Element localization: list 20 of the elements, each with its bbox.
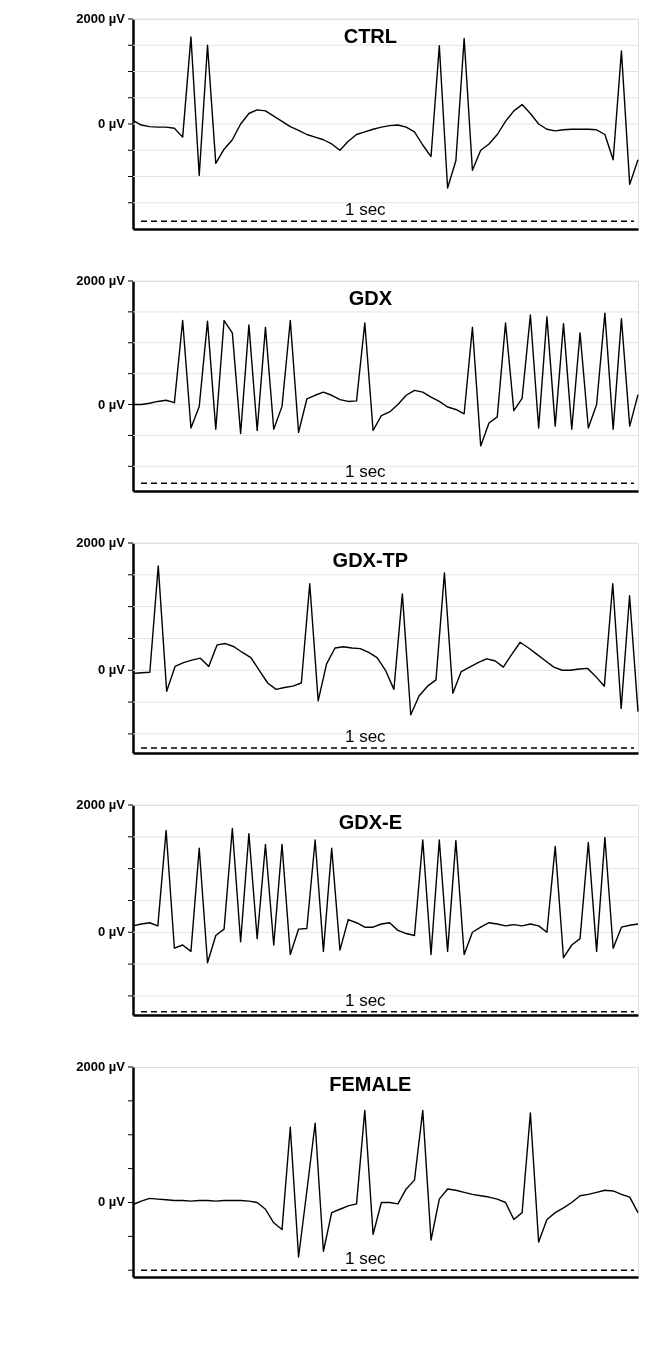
y-tick-label: 2000 µV xyxy=(76,273,126,288)
chart-title: FEMALE xyxy=(329,1073,412,1095)
ref-line-label: 1 sec xyxy=(344,462,387,482)
y-tick-label: 0 µV xyxy=(97,662,126,678)
y-tick-label: 2000 µV xyxy=(76,797,126,812)
y-tick-label: 0 µV xyxy=(97,924,126,940)
chart-title: GDX-TP xyxy=(332,549,409,571)
y-tick-label: 2000 µV xyxy=(76,535,126,550)
ref-line-label: 1 sec xyxy=(344,200,387,220)
y-tick-label: 0 µV xyxy=(97,396,126,412)
chart-title: GDX-E xyxy=(338,811,403,833)
y-tick-label: 2000 µV xyxy=(76,11,126,26)
chart-title: GDX xyxy=(348,287,393,309)
chart-title: CTRL xyxy=(343,25,398,47)
y-tick-label: 2000 µV xyxy=(76,1059,126,1074)
y-tick-label: 0 µV xyxy=(97,1194,126,1210)
ref-line-label: 1 sec xyxy=(344,990,387,1010)
y-tick-label: 0 µV xyxy=(97,116,126,131)
ref-line-label: 1 sec xyxy=(344,726,387,746)
ref-line-label: 1 sec xyxy=(344,1249,387,1269)
